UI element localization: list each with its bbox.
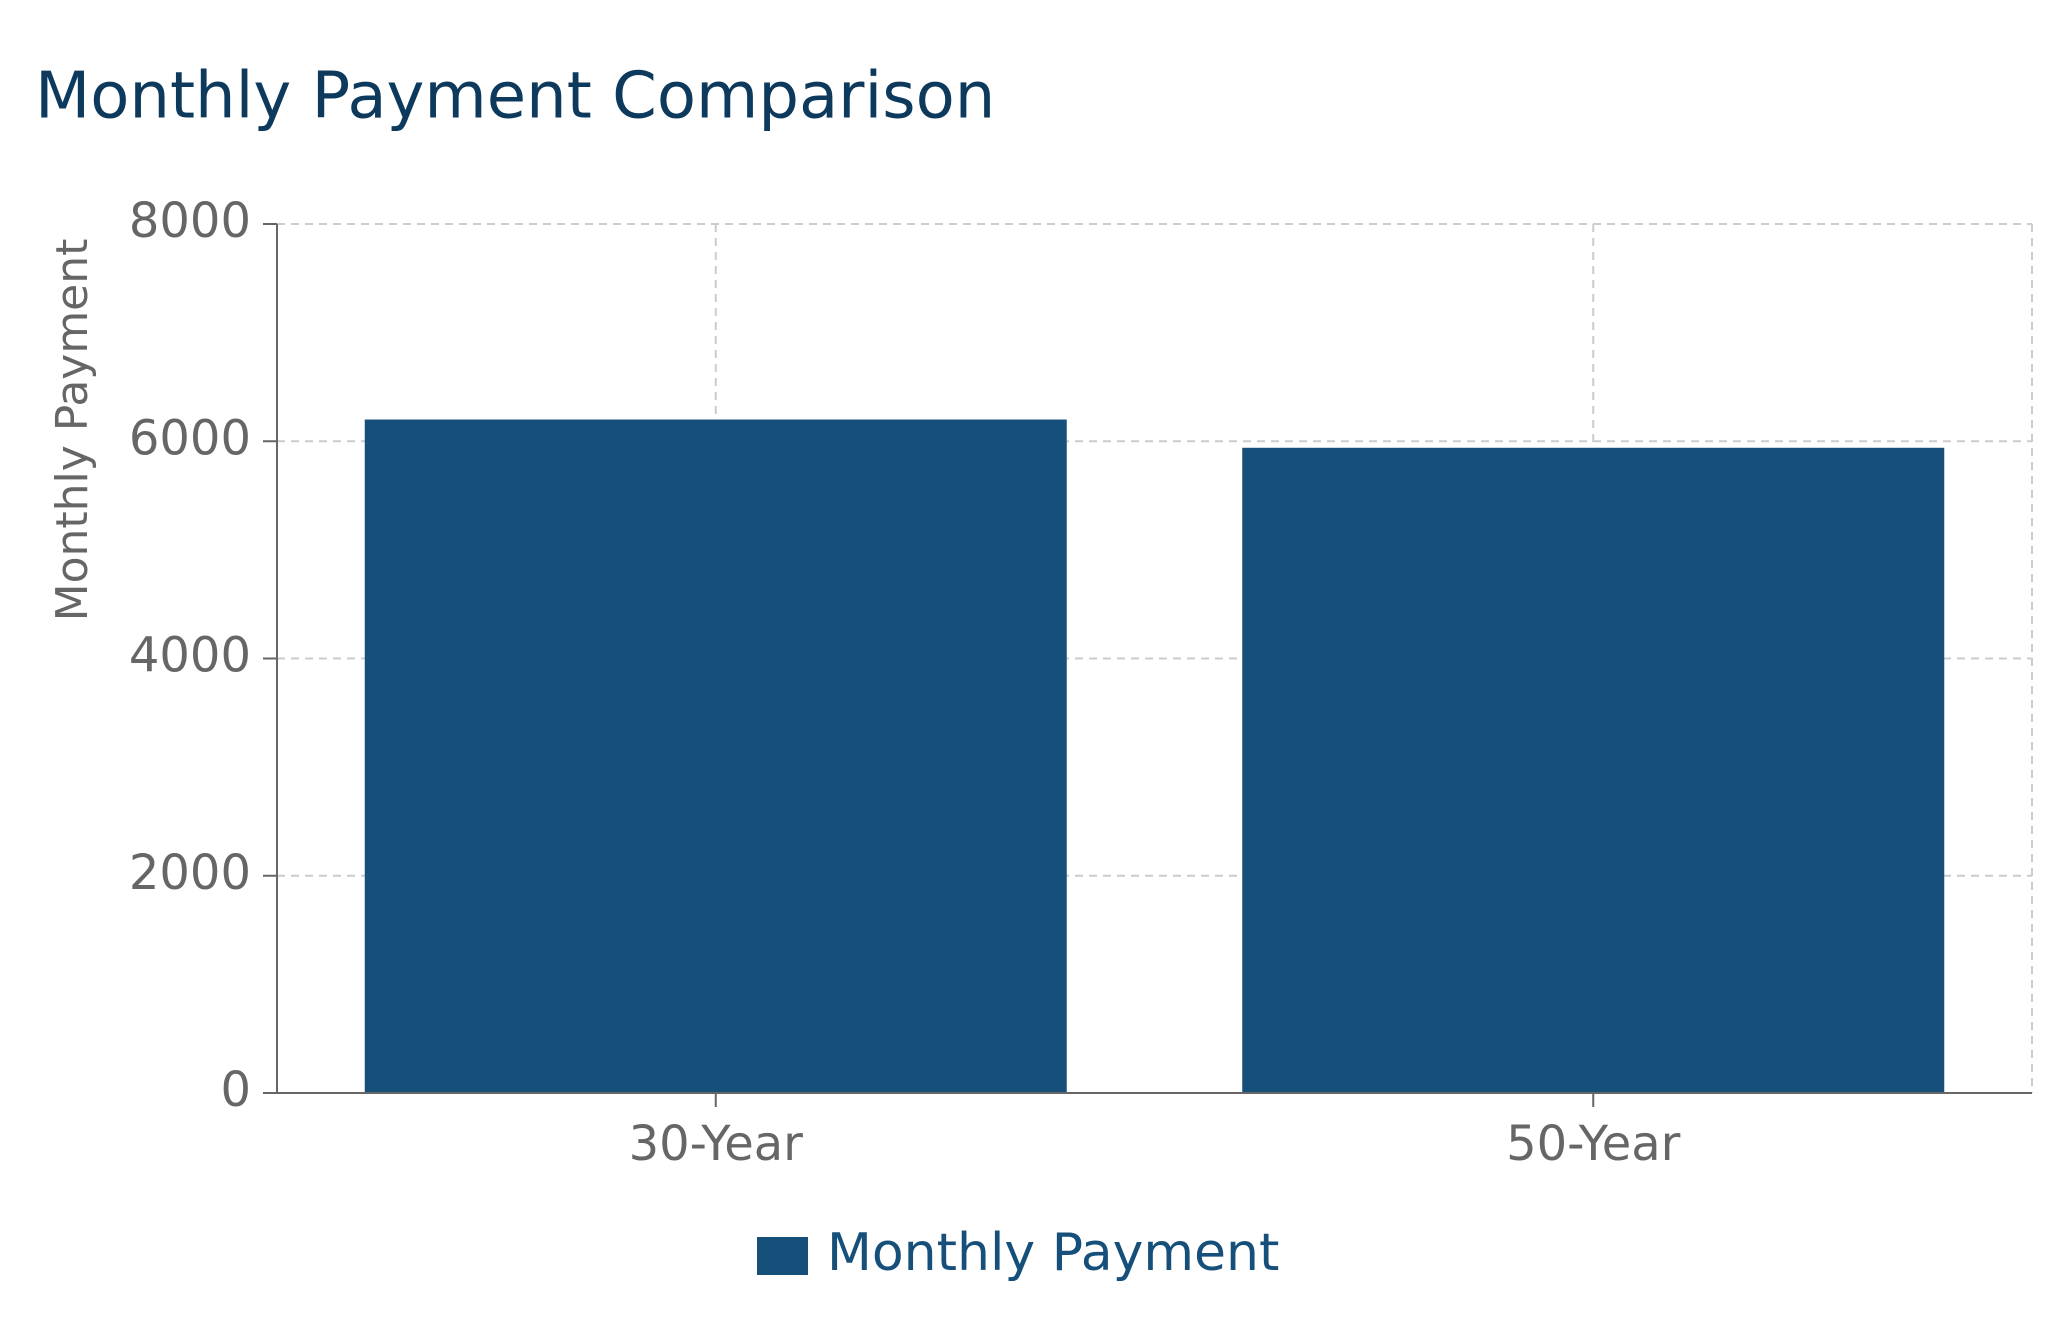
chart-title: Monthly Payment Comparison <box>35 60 995 134</box>
y-axis-label: Monthly Payment <box>47 239 98 622</box>
y-tick-label: 6000 <box>129 410 251 466</box>
y-tick-label: 8000 <box>129 193 251 249</box>
y-tick-label: 0 <box>220 1062 251 1118</box>
legend-label: Monthly Payment <box>827 1223 1279 1283</box>
bar <box>364 419 1067 1093</box>
y-tick-label: 2000 <box>129 845 251 901</box>
bar <box>1242 447 1945 1094</box>
x-tick-label: 50-Year <box>1506 1116 1681 1172</box>
x-tick-label: 30-Year <box>629 1116 804 1172</box>
y-tick-label: 4000 <box>129 628 251 684</box>
legend-swatch <box>757 1237 808 1275</box>
